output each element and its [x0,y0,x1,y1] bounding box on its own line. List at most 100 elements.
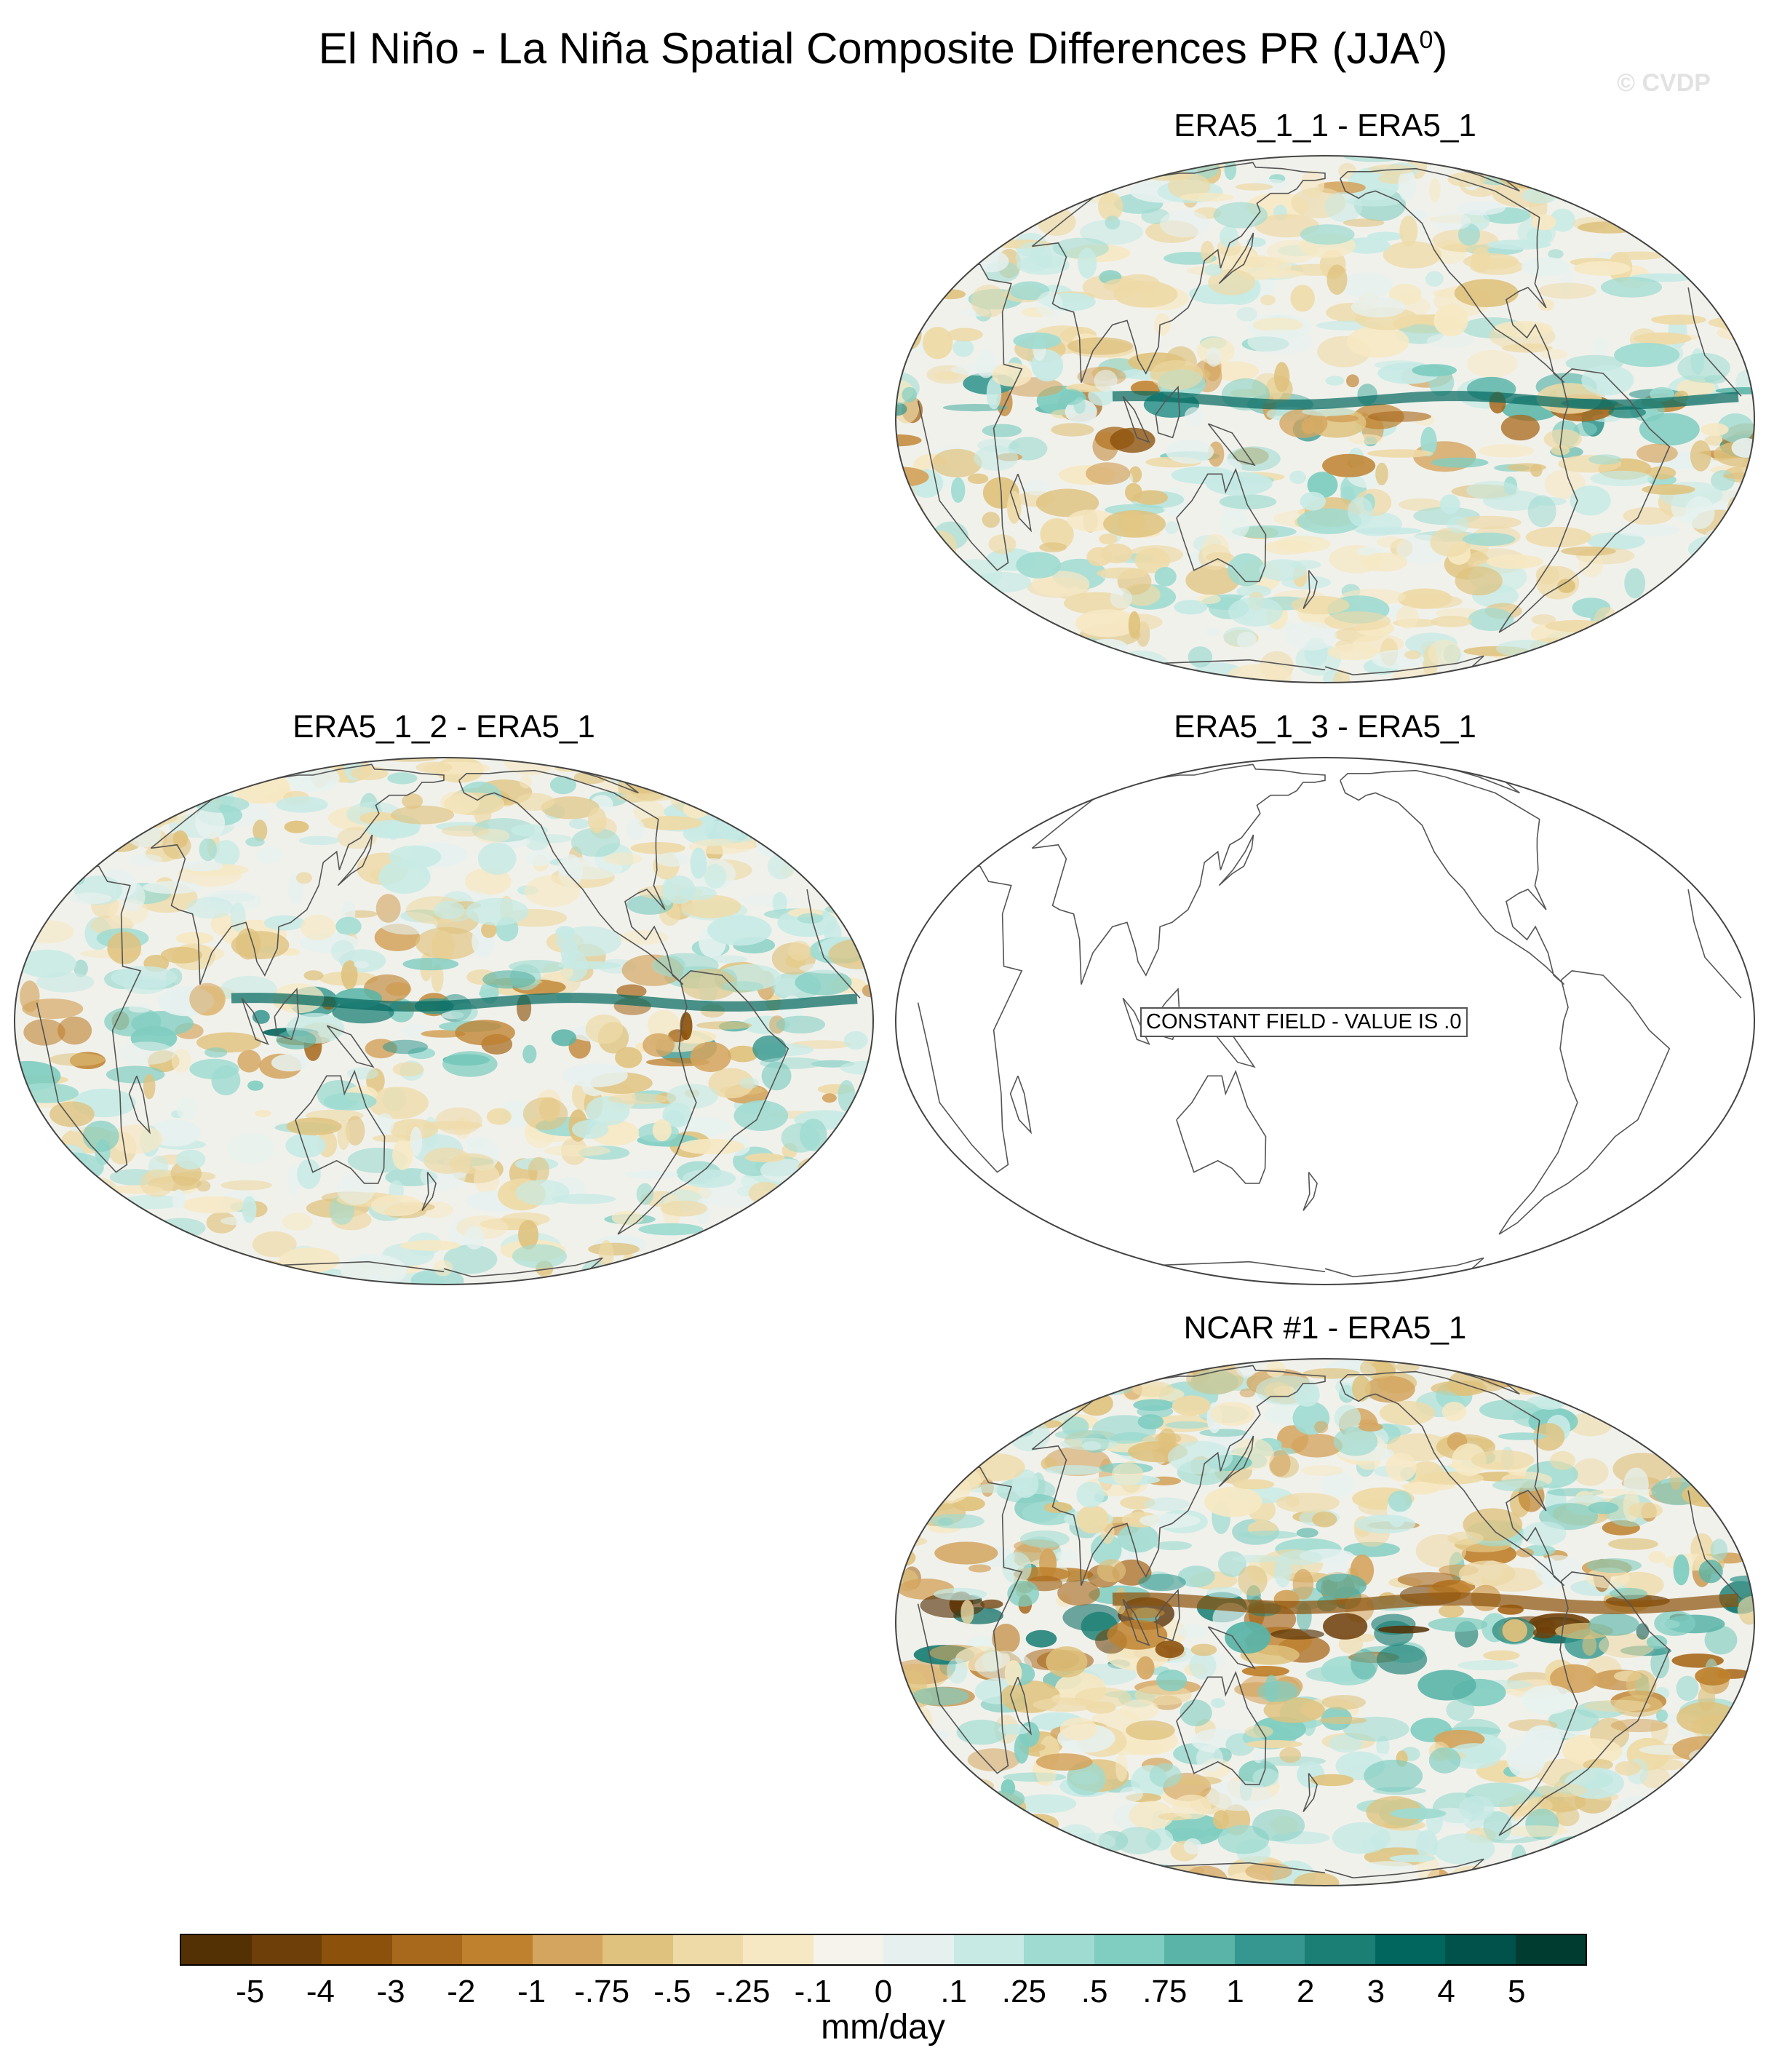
precip-anomaly-patch [194,795,250,813]
precip-anomaly-patch [1643,1389,1698,1405]
precip-anomaly-patch [841,894,873,913]
precip-anomaly-patch [993,211,1030,237]
precip-anomaly-patch [1322,453,1376,477]
precip-anomaly-patch [1466,349,1518,378]
precip-anomaly-patch [1648,1551,1666,1563]
precip-anomaly-patch [1059,1437,1118,1450]
precip-anomaly-patch [1367,231,1404,241]
colorbar-tick-label: 2 [1296,1974,1315,2009]
precip-anomaly-patch [1683,640,1706,648]
precip-anomaly-patch [1376,1644,1428,1675]
precip-anomaly-patch [382,1039,429,1055]
precip-anomaly-patch [1428,1747,1461,1774]
precip-anomaly-patch [1657,1445,1705,1462]
precip-anomaly-patch [1628,1502,1663,1519]
precip-anomaly-patch [1213,202,1268,229]
precip-anomaly-patch [822,1223,873,1239]
precip-anomaly-patch [1708,617,1724,647]
precip-anomaly-patch [1235,183,1273,191]
precip-anomaly-patch [723,1242,785,1266]
precip-anomaly-patch [1611,161,1642,172]
precip-anomaly-patch [172,1189,186,1210]
precip-anomaly-patch [1054,1429,1103,1440]
precip-anomaly-patch [557,961,621,970]
precip-anomaly-patch [1550,1664,1599,1694]
precip-anomaly-patch [973,571,1032,593]
colorbar-swatch [462,1935,533,1964]
precip-anomaly-patch [169,991,189,1015]
precip-anomaly-patch [1550,208,1575,232]
precip-anomaly-patch [1332,1822,1391,1854]
precip-anomaly-patch [1201,240,1214,263]
precip-anomaly-patch [449,1153,494,1174]
precip-anomaly-patch [1120,1699,1159,1720]
precip-anomaly-patch [900,1836,922,1865]
precip-anomaly-patch [255,846,282,864]
precip-anomaly-patch [1428,178,1441,203]
precip-anomaly-patch [1655,156,1695,183]
precip-anomaly-patch [295,872,313,884]
coastline [1218,834,1254,886]
precip-anomaly-patch [1252,1768,1279,1787]
precip-anomaly-patch [44,774,111,790]
precip-anomaly-patch [263,915,305,931]
precip-anomaly-patch [740,894,796,906]
precip-anomaly-patch [728,796,795,811]
precip-anomaly-patch [1038,659,1103,682]
precip-anomaly-patch [931,1365,974,1394]
precip-anomaly-patch [1425,271,1444,287]
colorbar-swatch [1234,1935,1305,1964]
precip-anomaly-patch [1113,650,1169,680]
colorbar-swatch [602,1935,673,1964]
precip-anomaly-patch [1160,210,1209,238]
precip-anomaly-patch [1502,1619,1527,1643]
precip-anomaly-patch [1103,510,1166,538]
precip-anomaly-patch [1687,1408,1735,1441]
precip-anomaly-patch [775,1245,792,1261]
precip-anomaly-patch [787,940,811,961]
precip-anomaly-patch [755,768,819,785]
precip-anomaly-patch [838,765,873,781]
precip-anomaly-patch [824,1250,873,1261]
precip-anomaly-patch [992,1365,1019,1389]
colorbar-swatch [672,1935,743,1964]
precip-anomaly-patch [1103,278,1145,293]
precip-anomaly-patch [1036,1843,1073,1875]
precip-anomaly-patch [1496,640,1556,658]
precip-anomaly-patch [983,1840,1028,1857]
precip-anomaly-patch [1624,568,1646,599]
coastline [1207,1626,1256,1670]
precip-anomaly-patch [1067,509,1115,532]
precip-anomaly-patch [1466,480,1519,501]
precip-anomaly-patch [300,914,336,940]
precip-anomaly-patch [143,881,202,894]
precip-anomaly-patch [1458,1560,1516,1587]
precip-anomaly-patch [947,328,983,342]
precip-anomaly-patch [1321,1472,1355,1497]
precip-anomaly-patch [903,1758,955,1772]
precip-anomaly-patch [1105,215,1121,230]
precip-anomaly-patch [1302,1368,1360,1379]
panel-title-era5-1-3: ERA5_1_3 - ERA5_1 [1174,709,1476,745]
precip-anomaly-patch [1446,1699,1475,1721]
precip-anomaly-patch [1614,668,1632,680]
precip-anomaly-patch [1002,1552,1032,1584]
colorbar-tick-label: 0 [874,1974,893,2009]
precip-anomaly-patch [942,617,971,632]
precip-anomaly-patch [1204,1486,1262,1517]
precip-anomaly-patch [15,1083,79,1103]
precip-anomaly-patch [608,1093,669,1105]
precip-anomaly-patch [827,892,873,921]
precip-anomaly-patch [1651,314,1706,325]
precip-anomaly-patch [1284,621,1337,651]
precip-anomaly-patch [572,1119,609,1139]
precip-anomaly-patch [1154,1541,1192,1551]
precip-anomaly-patch [119,806,178,827]
precip-anomaly-patch [1682,1463,1738,1480]
precip-anomaly-patch [1189,1651,1217,1680]
precip-anomaly-patch [690,1041,731,1073]
precip-anomaly-patch [772,892,787,915]
precip-anomaly-patch [1492,1478,1548,1492]
precip-anomaly-patch [15,892,26,910]
precip-anomaly-patch [350,766,389,781]
